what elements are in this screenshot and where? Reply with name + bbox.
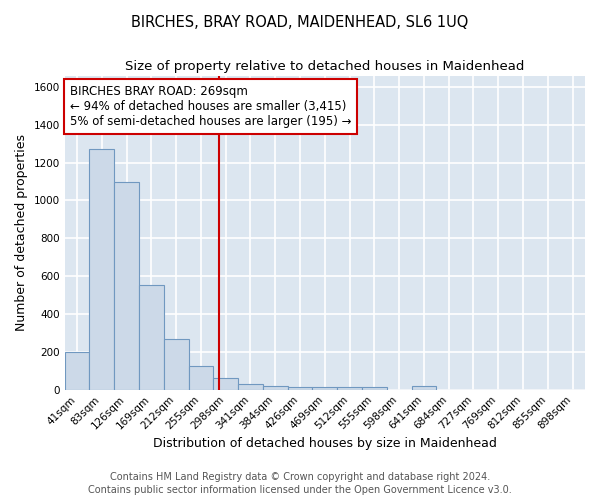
- Bar: [238, 384, 263, 390]
- Bar: [139, 284, 164, 390]
- Bar: [114, 182, 139, 390]
- Bar: [214, 378, 238, 390]
- Text: BIRCHES BRAY ROAD: 269sqm
← 94% of detached houses are smaller (3,415)
5% of sem: BIRCHES BRAY ROAD: 269sqm ← 94% of detac…: [70, 85, 352, 128]
- X-axis label: Distribution of detached houses by size in Maidenhead: Distribution of detached houses by size …: [153, 437, 497, 450]
- Bar: [89, 150, 114, 390]
- Title: Size of property relative to detached houses in Maidenhead: Size of property relative to detached ho…: [125, 60, 524, 73]
- Text: Contains HM Land Registry data © Crown copyright and database right 2024.
Contai: Contains HM Land Registry data © Crown c…: [88, 472, 512, 495]
- Bar: [65, 352, 89, 390]
- Bar: [313, 388, 337, 390]
- Bar: [263, 386, 287, 390]
- Bar: [188, 366, 214, 390]
- Bar: [362, 388, 387, 390]
- Bar: [287, 388, 313, 390]
- Y-axis label: Number of detached properties: Number of detached properties: [15, 134, 28, 331]
- Bar: [164, 338, 188, 390]
- Bar: [337, 388, 362, 390]
- Bar: [412, 386, 436, 390]
- Text: BIRCHES, BRAY ROAD, MAIDENHEAD, SL6 1UQ: BIRCHES, BRAY ROAD, MAIDENHEAD, SL6 1UQ: [131, 15, 469, 30]
